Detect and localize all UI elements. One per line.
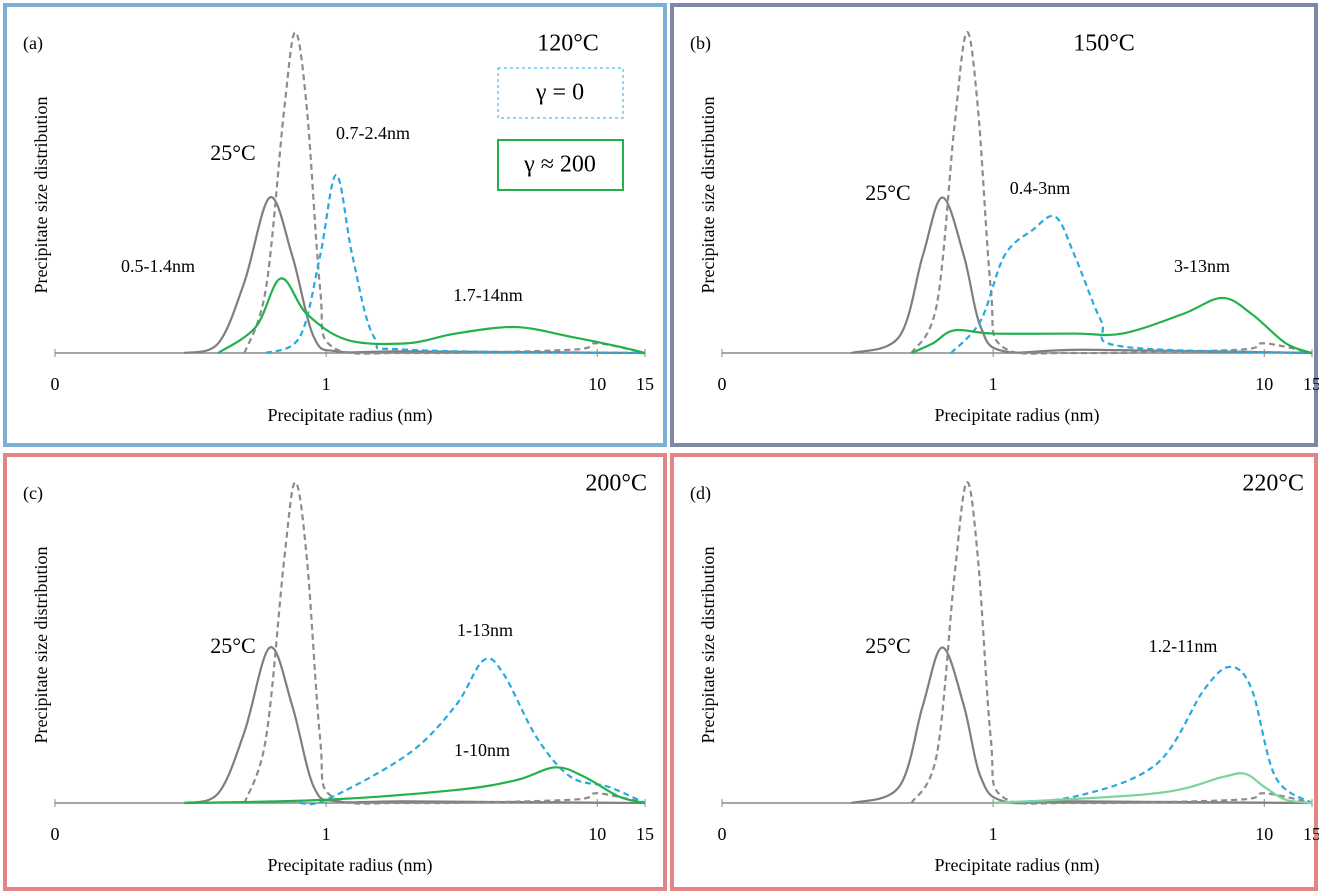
data-line <box>851 646 1313 805</box>
panel-title: 120°C <box>537 31 599 57</box>
panel: 0 1 10 15 Precipitate radius (nm) Precipitate… <box>670 3 1319 447</box>
data-line <box>851 196 1313 355</box>
data-line <box>243 31 646 355</box>
x-tick-label: 15 <box>1303 824 1319 844</box>
x-axis-label: Precipitate radius (nm) <box>268 855 433 876</box>
x-tick-label: 10 <box>588 374 606 394</box>
data-line <box>911 296 1313 355</box>
annotation: 0.5-1.4nm <box>121 256 195 276</box>
annotation: 25°C <box>865 633 910 658</box>
data-line <box>243 481 646 805</box>
panel: 0 1 10 15 Precipitate radius (nm) Precipitate… <box>3 453 667 891</box>
data-line <box>950 214 1313 355</box>
panel-label: (b) <box>690 33 711 54</box>
x-tick-label: 0 <box>51 374 60 394</box>
data-line <box>265 173 646 355</box>
panel-border <box>670 453 1318 891</box>
legend-box <box>497 67 624 119</box>
data-line <box>217 277 646 355</box>
annotation: 1-10nm <box>454 740 510 760</box>
annotation: 25°C <box>865 180 910 205</box>
panel-title: 150°C <box>1073 31 1135 57</box>
data-line <box>910 481 1313 805</box>
y-axis-label: Precipitate size distribution <box>31 97 51 294</box>
x-tick-label: 1 <box>989 824 998 844</box>
y-axis-label: Precipitate size distribution <box>698 97 718 294</box>
x-tick-label: 0 <box>51 824 60 844</box>
data-line <box>299 657 646 806</box>
y-axis-label: Precipitate size distribution <box>31 547 51 744</box>
panel-title: 200°C <box>585 471 647 497</box>
x-tick-label: 15 <box>636 824 654 844</box>
panel-label: (c) <box>23 483 43 504</box>
annotation: 0.7-2.4nm <box>336 123 410 143</box>
x-tick-label: 10 <box>588 824 606 844</box>
panel-border <box>3 3 667 447</box>
legend-label: γ = 0 <box>535 80 584 106</box>
x-tick-label: 10 <box>1255 824 1273 844</box>
x-tick-label: 0 <box>718 374 727 394</box>
panel: 0 1 10 15 Precipitate radius (nm) Precipitate… <box>670 453 1319 891</box>
data-line <box>993 665 1313 805</box>
legend-label: γ ≈ 200 <box>523 152 596 178</box>
data-line <box>184 766 646 805</box>
data-line <box>993 772 1313 805</box>
annotation: 25°C <box>210 633 255 658</box>
x-tick-label: 1 <box>322 374 331 394</box>
x-tick-label: 1 <box>989 374 998 394</box>
data-line <box>910 31 1313 355</box>
data-line <box>184 196 646 355</box>
panel-label: (d) <box>690 483 711 504</box>
annotation: 1-13nm <box>457 620 513 640</box>
annotation: 0.4-3nm <box>1010 178 1071 198</box>
data-line <box>184 646 646 805</box>
panel-title: 220°C <box>1242 471 1304 497</box>
x-tick-label: 0 <box>718 824 727 844</box>
panel-border <box>3 453 667 891</box>
x-tick-label: 1 <box>322 824 331 844</box>
panel-border <box>670 3 1318 447</box>
annotation: 25°C <box>210 140 255 165</box>
panel-label: (a) <box>23 33 43 54</box>
y-axis-label: Precipitate size distribution <box>698 547 718 744</box>
annotation: 3-13nm <box>1174 256 1230 276</box>
x-axis-label: Precipitate radius (nm) <box>268 405 433 426</box>
panel: 0 1 10 15 Precipitate radius (nm) Precipitate… <box>3 3 667 447</box>
legend-box <box>497 139 624 191</box>
x-tick-label: 15 <box>1303 374 1319 394</box>
annotation: 1.7-14nm <box>453 285 523 305</box>
annotation: 1.2-11nm <box>1149 636 1218 656</box>
x-tick-label: 10 <box>1255 374 1273 394</box>
x-tick-label: 15 <box>636 374 654 394</box>
x-axis-label: Precipitate radius (nm) <box>935 405 1100 426</box>
x-axis-label: Precipitate radius (nm) <box>935 855 1100 876</box>
